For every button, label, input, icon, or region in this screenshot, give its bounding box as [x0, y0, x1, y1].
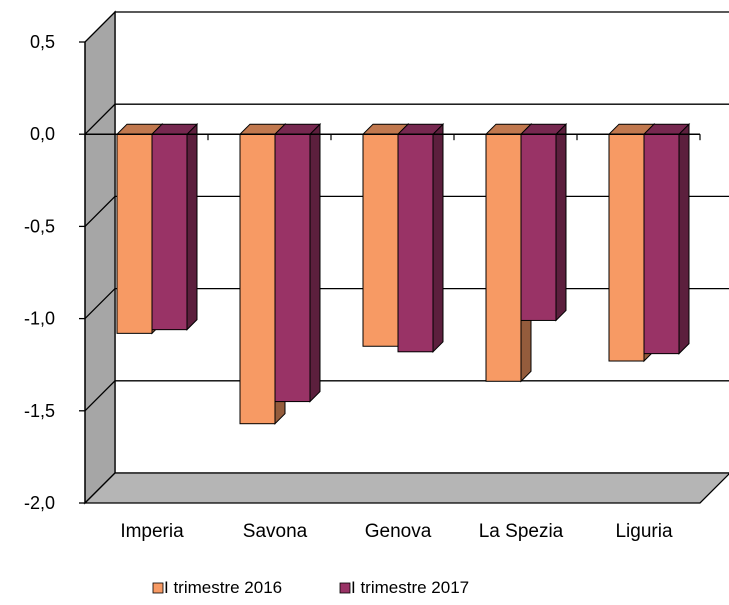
floor — [83, 472, 729, 504]
y-tick-label: 0,5 — [30, 32, 55, 52]
bar-front — [643, 133, 680, 355]
bar-side — [309, 122, 321, 403]
category-label: Genova — [365, 521, 432, 542]
y-tick-label: -1,5 — [24, 401, 55, 421]
legend-label: I trimestre 2017 — [351, 578, 469, 597]
bar-front — [151, 133, 188, 331]
bar-front — [239, 133, 276, 425]
bar-front — [116, 133, 153, 334]
y-tick-label: 0,0 — [30, 124, 55, 144]
bar-front — [608, 133, 645, 362]
bar — [150, 122, 199, 331]
bar-side — [555, 122, 567, 322]
legend: I trimestre 2016 I trimestre 2017 — [152, 578, 469, 597]
bar-front — [274, 133, 311, 403]
bar-front — [397, 133, 434, 353]
bar-front — [362, 133, 399, 347]
legend-swatch — [339, 582, 351, 594]
bar-side — [186, 122, 198, 331]
bar — [273, 122, 322, 403]
bars — [115, 122, 691, 425]
bar-front — [520, 133, 557, 321]
bar — [519, 122, 568, 322]
bar — [642, 122, 691, 355]
side-wall — [84, 10, 116, 505]
bar-front — [485, 133, 522, 382]
y-tick-label: -0,5 — [24, 216, 55, 236]
y-axis-ticks: 0,5 0,0 -0,5 -1,0 -1,5 -2,0 — [24, 32, 85, 513]
bar-side — [678, 122, 690, 355]
category-label: Imperia — [120, 521, 184, 542]
y-tick-label: -1,0 — [24, 309, 55, 329]
bar — [396, 122, 445, 353]
x-axis-labels: Imperia Savona Genova La Spezia Liguria — [120, 521, 673, 542]
category-label: Liguria — [615, 521, 672, 542]
legend-label: I trimestre 2016 — [164, 578, 282, 597]
y-tick-label: -2,0 — [24, 493, 55, 513]
gridline — [84, 103, 729, 135]
category-label: La Spezia — [479, 521, 564, 542]
bar-side — [432, 122, 444, 353]
category-label: Savona — [243, 521, 308, 542]
legend-swatch — [152, 582, 164, 594]
gridline — [84, 380, 729, 412]
